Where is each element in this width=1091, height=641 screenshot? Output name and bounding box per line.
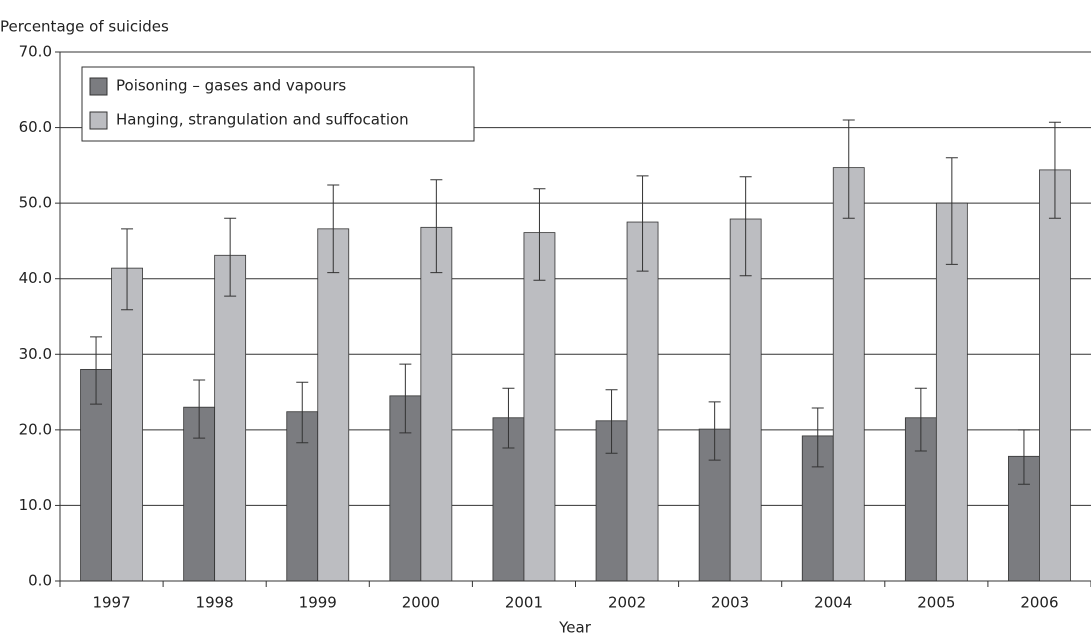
y-axis-title: Percentage of suicides xyxy=(0,18,169,36)
error-bar xyxy=(842,119,855,219)
y-tick-label: 30.0 xyxy=(19,345,52,363)
x-axis-title: Year xyxy=(558,619,592,637)
bar xyxy=(626,221,659,582)
bar xyxy=(523,232,556,582)
error-bar xyxy=(945,157,958,265)
error-bar xyxy=(224,217,237,297)
error-bar xyxy=(605,389,618,454)
y-tick-label: 60.0 xyxy=(19,118,52,136)
error-bar xyxy=(914,387,927,452)
error-bar xyxy=(708,401,721,461)
legend-box xyxy=(81,66,475,142)
x-tick-label: 1997 xyxy=(92,594,130,612)
error-bar xyxy=(327,184,340,274)
error-bar xyxy=(296,381,309,444)
legend-swatch xyxy=(89,77,108,96)
error-bar xyxy=(1017,429,1030,485)
error-bar xyxy=(430,179,443,274)
bar xyxy=(214,254,247,582)
error-bar xyxy=(811,407,824,468)
error-bar xyxy=(636,175,649,272)
x-tick-label: 2002 xyxy=(608,594,646,612)
error-bar xyxy=(90,336,103,405)
bar xyxy=(1039,169,1071,582)
bar xyxy=(729,218,762,582)
y-tick-label: 50.0 xyxy=(19,194,52,212)
bar xyxy=(935,202,968,582)
x-tick-label: 2005 xyxy=(917,594,955,612)
bar xyxy=(111,267,143,582)
x-tick-label: 2004 xyxy=(814,594,852,612)
bar xyxy=(317,228,350,582)
x-tick-label: 2003 xyxy=(711,594,749,612)
bar xyxy=(832,167,865,582)
x-tick-label: 2006 xyxy=(1020,594,1058,612)
error-bar xyxy=(1048,121,1061,219)
y-tick-label: 20.0 xyxy=(19,420,52,438)
x-tick-label: 1999 xyxy=(299,594,337,612)
error-bar xyxy=(193,379,206,439)
error-bar xyxy=(399,363,412,434)
legend-label: Poisoning – gases and vapours xyxy=(116,77,346,95)
legend-label: Hanging, strangulation and suffocation xyxy=(116,111,409,129)
error-bar xyxy=(502,387,515,449)
y-tick-label: 70.0 xyxy=(19,43,52,61)
x-tick-label: 2001 xyxy=(505,594,543,612)
y-tick-label: 40.0 xyxy=(19,269,52,287)
x-tick-label: 2000 xyxy=(402,594,440,612)
y-tick-label: 10.0 xyxy=(19,496,52,514)
error-bar xyxy=(533,188,546,281)
legend-swatch xyxy=(89,111,108,130)
y-tick-label: 0.0 xyxy=(28,572,52,590)
x-tick-label: 1998 xyxy=(196,594,234,612)
error-bar xyxy=(739,176,752,277)
error-bar xyxy=(121,228,134,311)
bar xyxy=(420,226,453,582)
